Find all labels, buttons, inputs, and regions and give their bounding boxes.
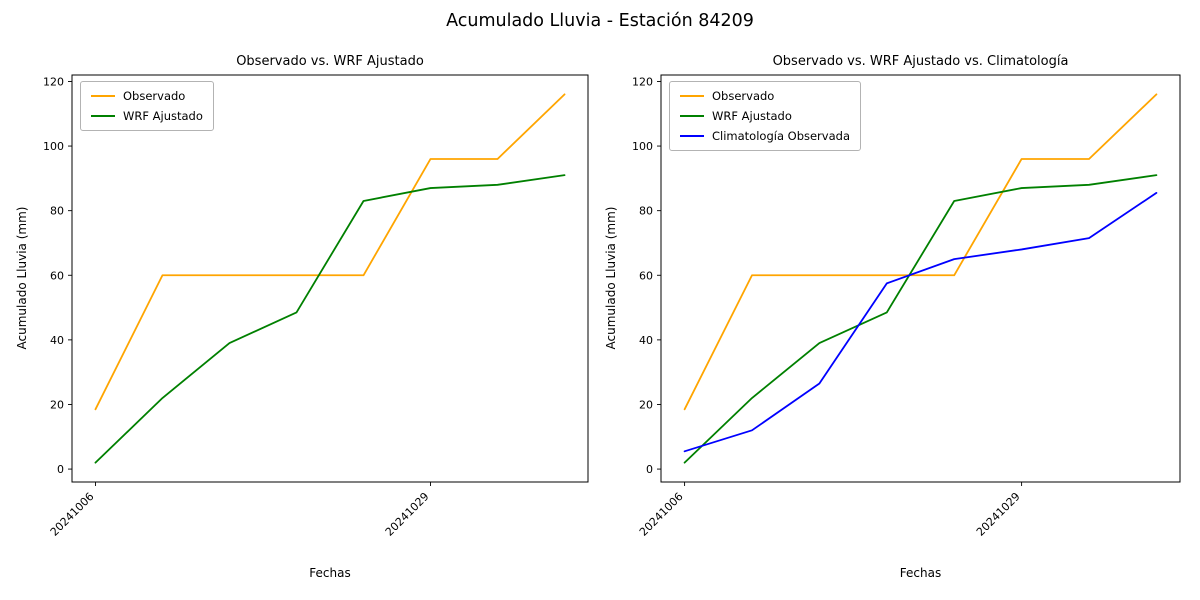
y-tick-label: 0 [57,463,64,476]
legend-item-wrf-ajustado: WRF Ajustado [680,109,850,123]
axes-spine [71,74,589,483]
y-tick-label: 40 [50,334,64,347]
legend-label: Climatología Observada [712,129,850,143]
y-tick-label: 80 [50,205,64,218]
legend-line-swatch [680,115,704,117]
subplot-1-x-axis-label: Fechas [309,566,351,580]
subplot-2-legend: Observado WRF Ajustado Climatología Observ… [669,81,861,151]
legend-line-swatch [680,95,704,97]
subplot-1-title: Observado vs. WRF Ajustado [236,54,424,69]
x-tick-label: 20241006 [637,490,686,539]
legend-item-observado: Observado [680,89,850,103]
subplot-1: 0 20 40 60 80 100 120 20241006 20241029 [43,74,589,539]
y-tick-label: 0 [646,463,653,476]
legend-label: Observado [712,89,775,103]
y-tick-label: 20 [50,398,64,411]
y-tick-label: 100 [43,140,64,153]
legend-item-climatologia-observada: Climatología Observada [680,129,850,143]
series-line-wrf-ajustado [94,174,566,464]
legend-label: WRF Ajustado [123,109,203,123]
y-tick-label: 120 [43,75,64,88]
axes-spine [660,74,1181,483]
legend-line-swatch [91,95,115,97]
series-line-observado [94,93,566,411]
y-tick-label: 100 [632,140,653,153]
legend-label: Observado [123,89,186,103]
y-tick-label: 20 [639,398,653,411]
y-tick-label: 120 [632,75,653,88]
subplot-2-x-axis-label: Fechas [899,566,942,580]
subplot-2-title: Observado vs. WRF Ajustado vs. Climatolo… [772,54,1069,69]
x-tick-label: 20241029 [974,490,1023,539]
y-tick-label: 60 [639,269,653,282]
series-line-wrf-ajustado [683,174,1158,464]
y-tick-label: 60 [50,269,64,282]
subplot-1-legend: Observado WRF Ajustado [80,81,214,131]
legend-line-swatch [680,135,704,137]
figure-title: Acumulado Lluvia - Estación 84209 [446,11,754,31]
legend-item-observado: Observado [91,89,203,103]
series-line-observado [683,93,1158,411]
x-tick-label: 20241029 [383,490,432,539]
subplot-1-y-axis-label: Acumulado Lluvia (mm) [15,206,29,350]
x-tick-label: 20241006 [48,490,97,539]
subplot-2-y-axis-label: Acumulado Lluvia (mm) [604,206,618,350]
y-tick-label: 80 [639,205,653,218]
legend-label: WRF Ajustado [712,109,792,123]
y-tick-label: 40 [639,334,653,347]
legend-item-wrf-ajustado: WRF Ajustado [91,109,203,123]
series-line-climatologia-observada [683,192,1158,453]
legend-line-swatch [91,115,115,117]
